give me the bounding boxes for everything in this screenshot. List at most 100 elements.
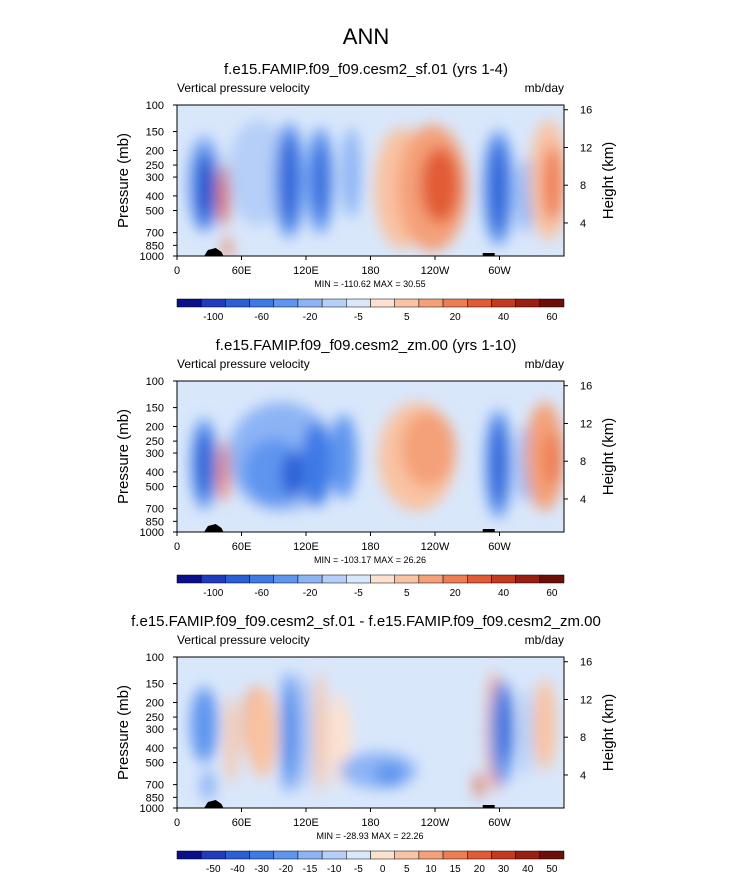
contour-region bbox=[517, 157, 534, 234]
contour-region bbox=[329, 414, 357, 499]
y-tick-label: 1000 bbox=[140, 527, 164, 539]
y-tick-label: 700 bbox=[146, 504, 164, 516]
colorbar-swatch bbox=[176, 850, 202, 860]
y-tick-label: 300 bbox=[146, 724, 164, 736]
contour-region bbox=[200, 770, 216, 801]
y-tick-label: 150 bbox=[146, 679, 164, 691]
colorbar-label: 40 bbox=[522, 864, 534, 872]
colorbar-swatch bbox=[200, 298, 226, 308]
x-tick-label: 120W bbox=[421, 541, 450, 553]
colorbar-swatch bbox=[321, 298, 347, 308]
colorbar-swatch bbox=[418, 298, 444, 308]
colorbar-swatch bbox=[249, 850, 274, 860]
colorbar-swatch bbox=[491, 574, 516, 584]
colorbar-label: -5 bbox=[354, 864, 363, 872]
y-tick-label: 850 bbox=[146, 240, 164, 252]
y-right-tick-label: 12 bbox=[580, 142, 592, 154]
y-axis-title: Pressure (mb) bbox=[115, 685, 132, 780]
chart-left-label: Vertical pressure velocity bbox=[177, 633, 310, 647]
colorbar-label: 20 bbox=[474, 864, 486, 872]
y-tick-label: 500 bbox=[146, 482, 164, 494]
y-tick-label: 400 bbox=[146, 191, 164, 203]
x-tick-label: 0 bbox=[174, 541, 180, 553]
x-tick-label: 60E bbox=[232, 817, 252, 829]
contour-region bbox=[280, 672, 291, 793]
y-tick-label: 300 bbox=[146, 448, 164, 460]
x-tick-label: 60W bbox=[488, 817, 511, 829]
colorbar-label: 60 bbox=[546, 312, 558, 323]
colorbar-swatch bbox=[442, 298, 468, 308]
colorbar-swatch bbox=[515, 850, 541, 860]
y-tick-label: 100 bbox=[146, 376, 164, 388]
contour-region bbox=[542, 145, 563, 222]
colorbar: -100 -60 -20 -5 5 20 40 60 bbox=[176, 298, 565, 323]
contour-region bbox=[217, 441, 230, 502]
colorbar-label: -5 bbox=[354, 312, 363, 323]
y-right-tick-label: 8 bbox=[580, 180, 586, 192]
y-right-axis-title: Height (km) bbox=[600, 694, 617, 772]
colorbar-label: -20 bbox=[303, 312, 318, 323]
y-right-tick-label: 8 bbox=[580, 456, 586, 468]
colorbar-swatch bbox=[370, 574, 395, 584]
colorbar-swatch bbox=[249, 298, 274, 308]
colorbar-label: 20 bbox=[450, 312, 462, 323]
y-tick-label: 700 bbox=[146, 780, 164, 792]
colorbar-swatch bbox=[297, 850, 323, 860]
contour-region bbox=[374, 762, 406, 787]
colorbar-label: 10 bbox=[425, 864, 437, 872]
x-tick-label: 60W bbox=[488, 265, 511, 277]
colorbar-swatch bbox=[418, 850, 444, 860]
contour-region bbox=[200, 157, 212, 219]
colorbar-label: -100 bbox=[203, 312, 223, 323]
contour-region bbox=[281, 451, 305, 498]
topography-mask bbox=[204, 524, 224, 532]
colorbar-label: 40 bbox=[498, 588, 510, 599]
y-right-tick-label: 4 bbox=[580, 770, 586, 782]
chart-units: mb/day bbox=[525, 357, 564, 371]
y-right-tick-label: 12 bbox=[580, 418, 592, 430]
chart-left-label: Vertical pressure velocity bbox=[177, 357, 310, 371]
colorbar-swatch bbox=[370, 298, 395, 308]
contour-region bbox=[300, 421, 332, 507]
x-tick-label: 120E bbox=[293, 541, 319, 553]
y-tick-label: 100 bbox=[146, 100, 164, 112]
colorbar-label: -30 bbox=[254, 864, 269, 872]
contour-region bbox=[227, 120, 290, 226]
chart-title: f.e15.FAMIP.f09_f09.cesm2_sf.01 - f.e15.… bbox=[131, 613, 601, 630]
contour-region bbox=[500, 687, 512, 763]
contour-region bbox=[533, 679, 557, 771]
chart-left-label: Vertical pressure velocity bbox=[177, 81, 310, 95]
y-tick-label: 500 bbox=[146, 758, 164, 770]
y-tick-label: 300 bbox=[146, 172, 164, 184]
colorbar-swatch bbox=[394, 298, 420, 308]
colorbar-swatch bbox=[297, 574, 323, 584]
colorbar-swatch bbox=[176, 574, 202, 584]
x-tick-label: 120E bbox=[293, 817, 319, 829]
y-tick-label: 1000 bbox=[140, 251, 164, 263]
colorbar-swatch bbox=[442, 574, 468, 584]
colorbar-label: -60 bbox=[254, 588, 269, 599]
contour-region bbox=[491, 421, 506, 507]
y-right-tick-label: 16 bbox=[580, 105, 592, 117]
x-tick-label: 120W bbox=[421, 265, 450, 277]
y-tick-label: 250 bbox=[146, 160, 164, 172]
colorbar-swatch bbox=[539, 298, 565, 308]
colorbar-swatch bbox=[176, 298, 202, 308]
colorbar-swatch bbox=[467, 574, 492, 584]
contour-region bbox=[490, 142, 506, 234]
x-tick-label: 120E bbox=[293, 265, 319, 277]
y-right-axis-title: Height (km) bbox=[600, 418, 617, 496]
contour-region bbox=[542, 432, 563, 487]
contour-region bbox=[314, 672, 326, 793]
topography-mask bbox=[482, 253, 495, 256]
colorbar-swatch bbox=[370, 850, 395, 860]
colorbar-label: -10 bbox=[327, 864, 342, 872]
y-axis-title: Pressure (mb) bbox=[115, 409, 132, 504]
colorbar-label: -20 bbox=[303, 588, 318, 599]
chart-title: f.e15.FAMIP.f09_f09.cesm2_zm.00 (yrs 1-1… bbox=[216, 337, 517, 354]
chart-panel-1: f.e15.FAMIP.f09_f09.cesm2_sf.01 (yrs 1-4… bbox=[115, 61, 617, 323]
chart-units: mb/day bbox=[525, 633, 564, 647]
x-tick-label: 0 bbox=[174, 817, 180, 829]
x-tick-label: 180 bbox=[361, 265, 379, 277]
